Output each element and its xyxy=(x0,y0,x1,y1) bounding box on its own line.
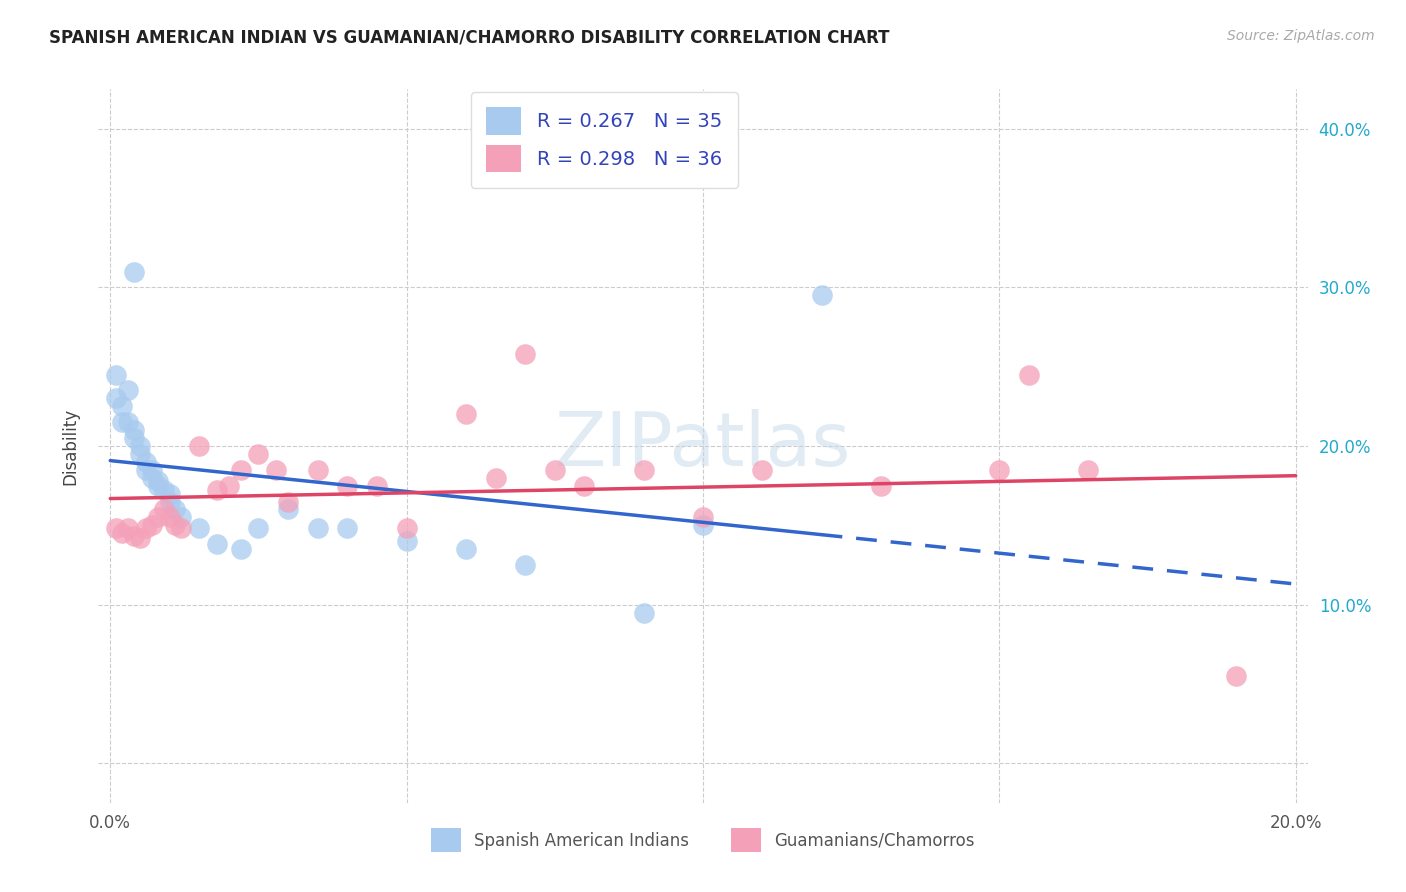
Point xyxy=(633,606,655,620)
Point xyxy=(307,463,329,477)
Point xyxy=(122,431,145,445)
Point xyxy=(122,529,145,543)
Point xyxy=(141,471,163,485)
Point xyxy=(515,558,537,572)
Point xyxy=(105,521,128,535)
Point xyxy=(692,518,714,533)
Point xyxy=(366,478,388,492)
Point xyxy=(751,463,773,477)
Point xyxy=(454,542,477,557)
Point xyxy=(1225,669,1247,683)
Point xyxy=(165,518,187,533)
Point xyxy=(229,542,252,557)
Point xyxy=(869,478,891,492)
Point xyxy=(122,264,145,278)
Point xyxy=(129,531,152,545)
Point xyxy=(111,526,134,541)
Point xyxy=(574,478,596,492)
Point xyxy=(152,483,174,498)
Point xyxy=(129,439,152,453)
Point xyxy=(1077,463,1099,477)
Point xyxy=(205,483,228,498)
Point xyxy=(188,521,211,535)
Point xyxy=(117,521,139,535)
Point xyxy=(544,463,567,477)
Point xyxy=(159,510,181,524)
Point xyxy=(307,521,329,535)
Point xyxy=(159,486,181,500)
Point xyxy=(105,368,128,382)
Point xyxy=(188,439,211,453)
Point xyxy=(135,521,157,535)
Text: SPANISH AMERICAN INDIAN VS GUAMANIAN/CHAMORRO DISABILITY CORRELATION CHART: SPANISH AMERICAN INDIAN VS GUAMANIAN/CHA… xyxy=(49,29,890,46)
Point xyxy=(484,471,506,485)
Point xyxy=(633,463,655,477)
Point xyxy=(277,494,299,508)
Point xyxy=(170,510,193,524)
Point xyxy=(105,392,128,406)
Point xyxy=(218,478,240,492)
Point xyxy=(229,463,252,477)
Point xyxy=(146,474,169,488)
Point xyxy=(111,400,134,414)
Point xyxy=(264,463,287,477)
Point xyxy=(117,384,139,398)
Text: ZIPatlas: ZIPatlas xyxy=(555,409,851,483)
Point xyxy=(395,534,418,549)
Point xyxy=(165,502,187,516)
Point xyxy=(146,478,169,492)
Point xyxy=(111,415,134,429)
Point xyxy=(336,478,359,492)
Y-axis label: Disability: Disability xyxy=(62,408,80,484)
Point xyxy=(141,463,163,477)
Point xyxy=(135,455,157,469)
Legend: Spanish American Indians, Guamanians/Chamorros: Spanish American Indians, Guamanians/Cha… xyxy=(425,822,981,859)
Point xyxy=(692,510,714,524)
Point xyxy=(988,463,1011,477)
Point xyxy=(395,521,418,535)
Point xyxy=(159,494,181,508)
Point xyxy=(129,447,152,461)
Point xyxy=(135,463,157,477)
Point xyxy=(336,521,359,535)
Point xyxy=(1018,368,1040,382)
Point xyxy=(277,502,299,516)
Point xyxy=(170,521,193,535)
Point xyxy=(515,347,537,361)
Point xyxy=(122,423,145,437)
Point xyxy=(247,447,270,461)
Point xyxy=(146,510,169,524)
Point xyxy=(141,518,163,533)
Point xyxy=(152,502,174,516)
Point xyxy=(810,288,832,302)
Point xyxy=(454,407,477,421)
Point xyxy=(205,537,228,551)
Text: Source: ZipAtlas.com: Source: ZipAtlas.com xyxy=(1227,29,1375,43)
Point xyxy=(117,415,139,429)
Point xyxy=(247,521,270,535)
